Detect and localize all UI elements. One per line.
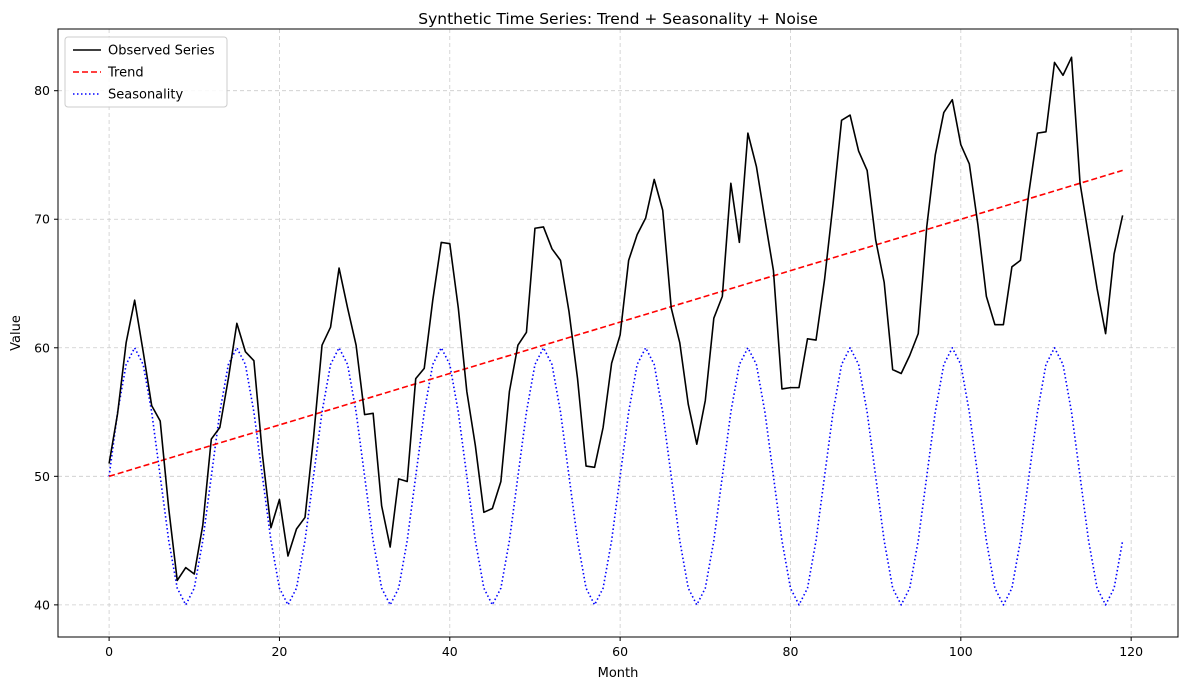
x-tick-label-1: 20 (271, 644, 287, 659)
ticks: 0 20 40 60 80 100 120 40 50 60 70 80 (34, 83, 1143, 659)
legend: Observed Series Trend Seasonality (64, 36, 228, 108)
y-tick-label-2: 60 (34, 340, 50, 355)
series-line-seasonality (108, 346, 1124, 606)
series-layer (108, 56, 1124, 606)
x-tick-label-0: 0 (105, 644, 113, 659)
series-line-trend (108, 169, 1123, 478)
plot-frame (57, 28, 1179, 638)
y-tick-label-3: 70 (34, 212, 50, 227)
x-axis-label: Month (598, 666, 639, 681)
legend-label-2: Seasonality (108, 88, 183, 103)
y-axis-label: Value (9, 315, 24, 351)
x-tick-label-3: 60 (612, 644, 628, 659)
series-line-observed-series (108, 56, 1124, 582)
chart-title: Synthetic Time Series: Trend + Seasonali… (418, 10, 818, 28)
x-tick-label-5: 100 (949, 644, 973, 659)
grid (58, 29, 1178, 637)
legend-box (64, 36, 228, 108)
y-tick-label-1: 50 (34, 469, 50, 484)
y-tick-label-4: 80 (34, 83, 50, 98)
legend-label-1: Trend (107, 66, 144, 81)
x-tick-label-2: 40 (442, 644, 458, 659)
legend-label-0: Observed Series (108, 44, 215, 59)
y-tick-label-0: 40 (34, 597, 50, 612)
x-tick-label-6: 120 (1119, 644, 1143, 659)
x-tick-label-4: 80 (783, 644, 799, 659)
